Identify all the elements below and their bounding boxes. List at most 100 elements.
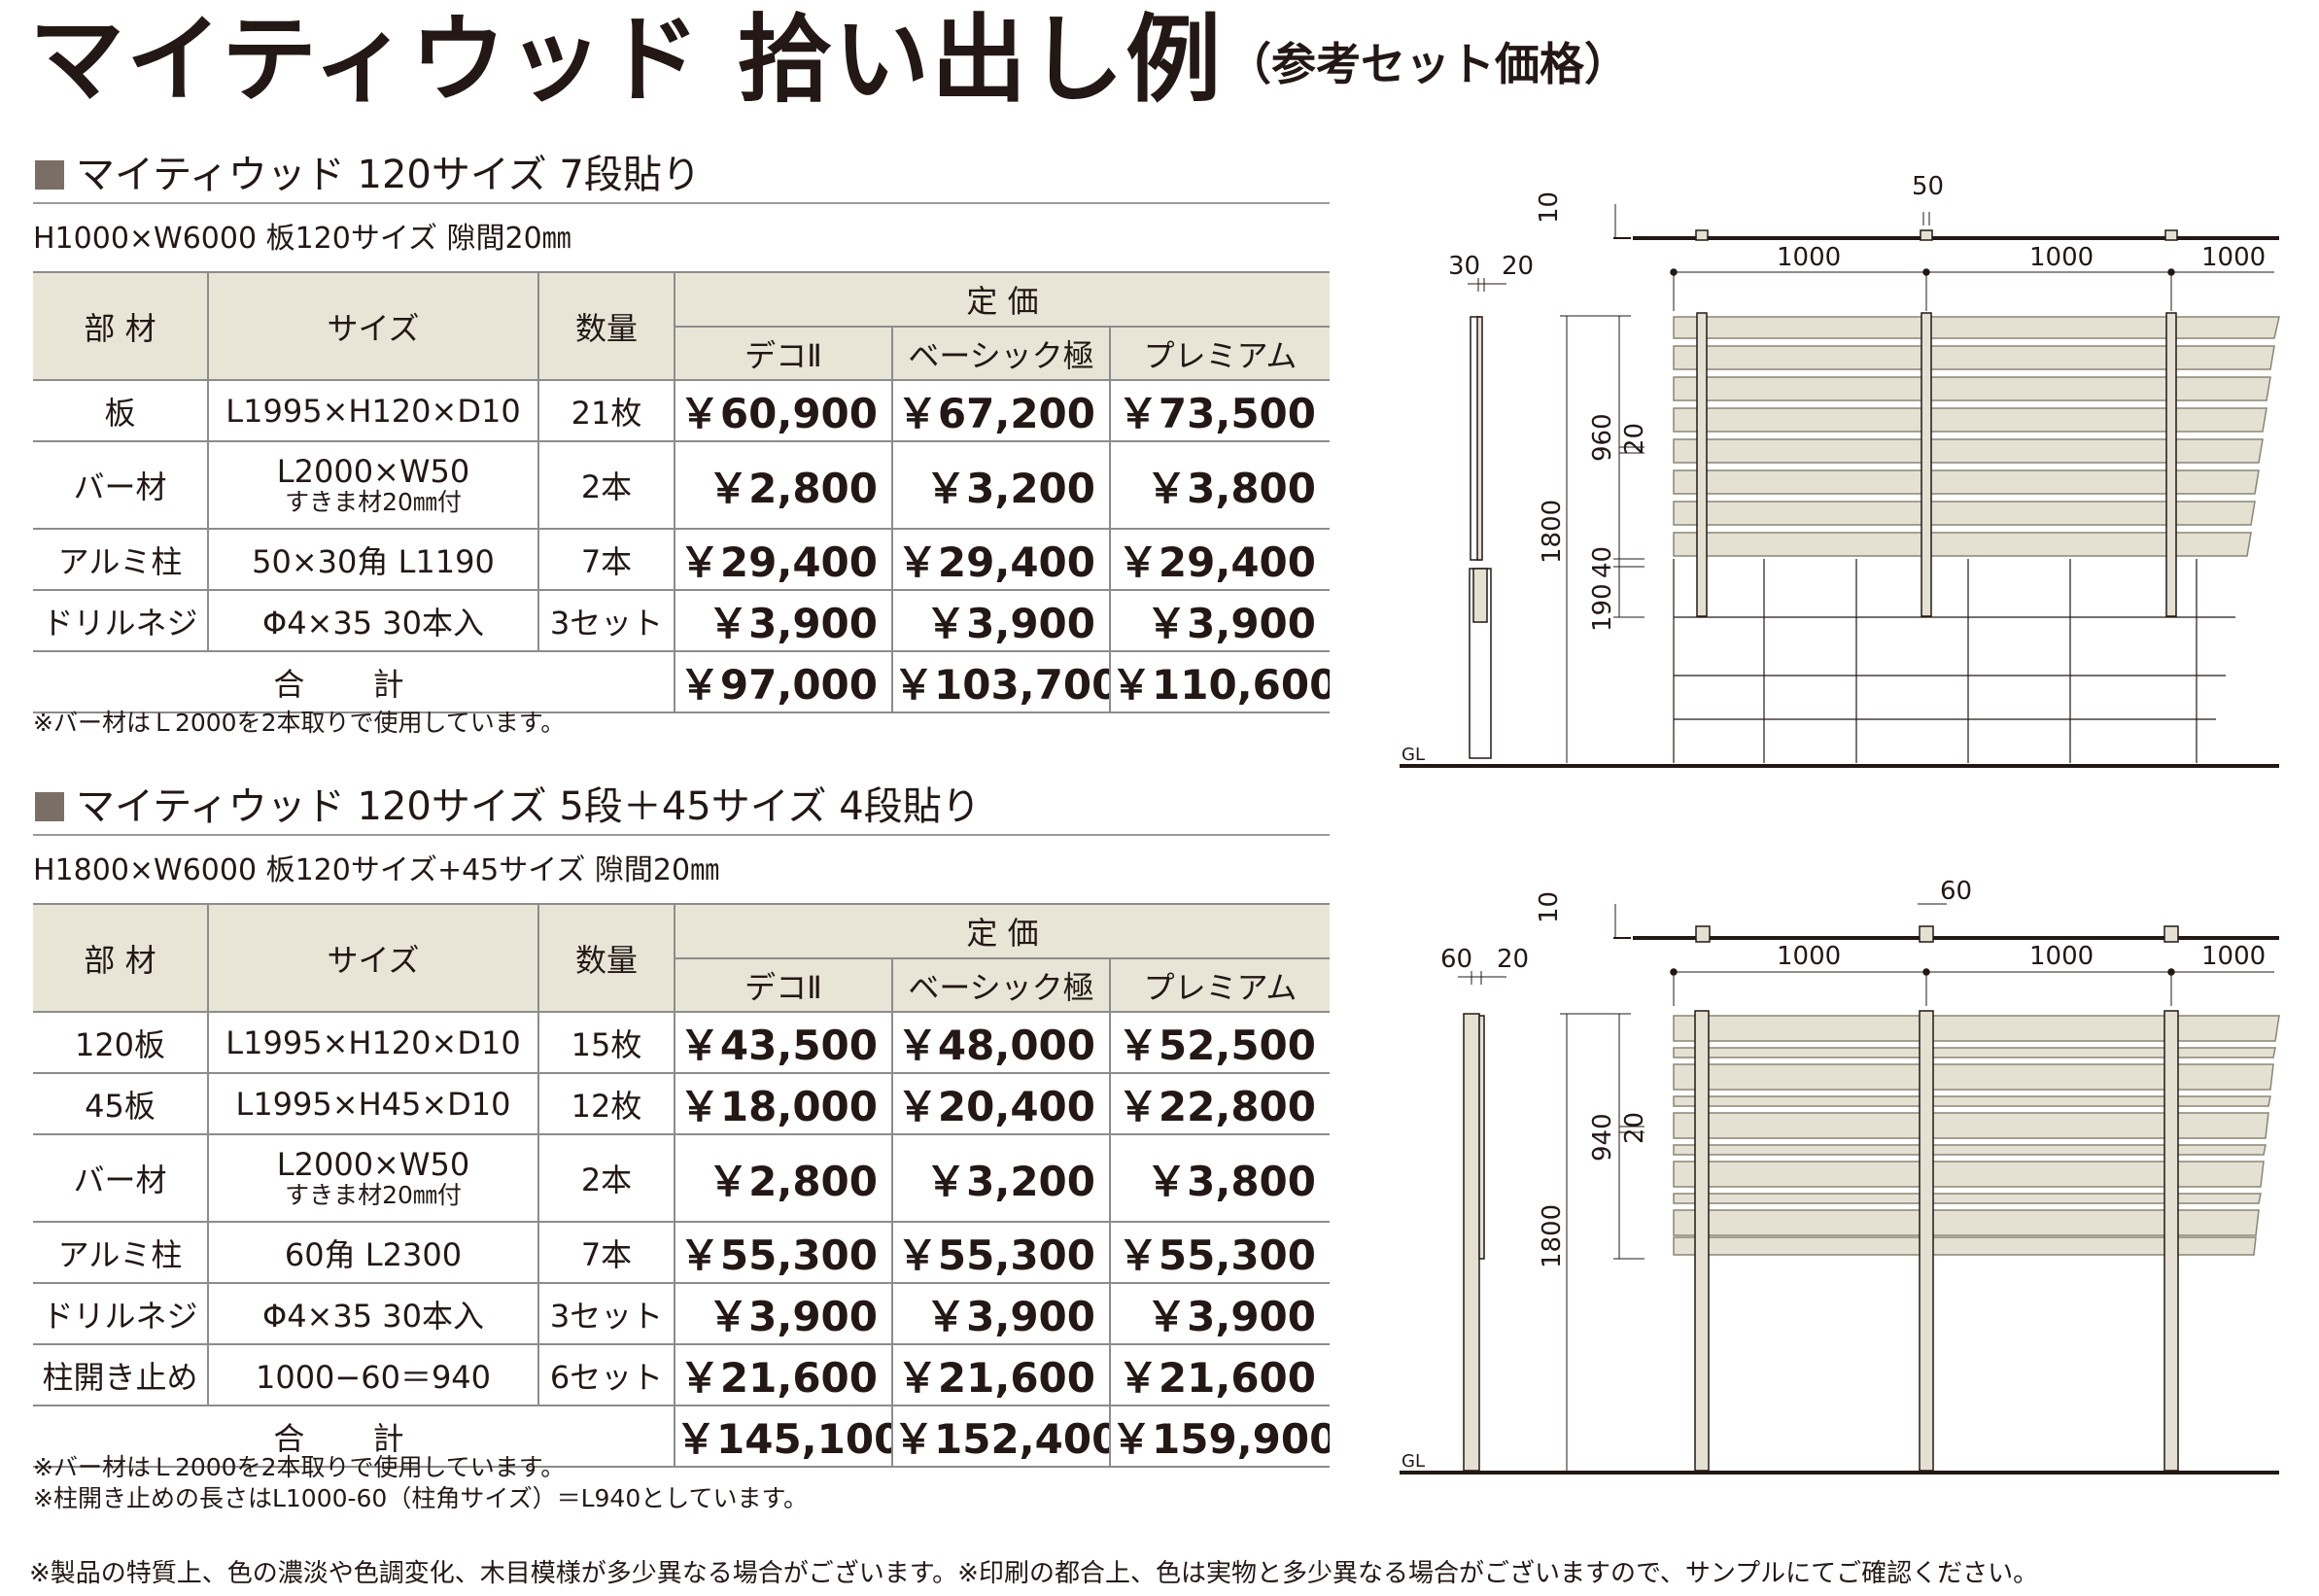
dim-190: 190 bbox=[1588, 583, 1617, 632]
dim-top-thick: 10 bbox=[1535, 891, 1564, 923]
cell-price-deco: ￥3,900 bbox=[675, 590, 893, 652]
table-row: ドリルネジ Φ4×35 30本入 3セット ￥3,900 ￥3,900 ￥3,9… bbox=[33, 590, 1330, 652]
dim-span-1: 1000 bbox=[1777, 243, 1841, 272]
cell-size: L1995×H120×D10 bbox=[208, 1012, 539, 1074]
header-grade-basic: ベーシック極 bbox=[892, 327, 1111, 381]
cell-size: Φ4×35 30本入 bbox=[208, 590, 539, 652]
cell-price-deco: ￥2,800 bbox=[675, 1134, 893, 1223]
dim-post-width: 60 bbox=[1940, 877, 1972, 906]
cell-price-basic: ￥3,900 bbox=[892, 1283, 1111, 1345]
post-plan-icon bbox=[1919, 925, 1934, 943]
cell-price-deco: ￥43,500 bbox=[675, 1012, 893, 1074]
price-table-1: 部 材 サイズ 数量 定 価 デコⅡ ベーシック極 プレミアム 板 L1995×… bbox=[33, 271, 1330, 713]
cell-qty: 7本 bbox=[538, 529, 675, 591]
cell-price-premium: ￥3,900 bbox=[1110, 1283, 1330, 1345]
table-row: 120板 L1995×H120×D10 15枚 ￥43,500 ￥48,000 … bbox=[33, 1012, 1330, 1074]
footnote: ※柱開き止めの長さはL1000-60（柱角サイズ）＝L940としています。 bbox=[33, 1484, 808, 1512]
section-spec: H1000×W6000 板120サイズ 隙間20㎜ bbox=[33, 222, 571, 256]
fence-boards bbox=[1673, 316, 2280, 557]
total-label: 合 計 bbox=[33, 651, 675, 713]
cell-size: Φ4×35 30本入 bbox=[208, 1283, 539, 1345]
dim-gap: 20 bbox=[1620, 423, 1649, 455]
cell-part: 板 bbox=[33, 380, 209, 442]
cell-size: L1995×H120×D10 bbox=[208, 380, 539, 442]
header-grade-deco: デコⅡ bbox=[675, 958, 893, 1013]
cell-price-deco: ￥3,900 bbox=[675, 1283, 893, 1345]
cell-size: L2000×W50 すきま材20㎜付 bbox=[208, 1134, 539, 1223]
table-row: 柱開き止め 1000−60＝940 6セット ￥21,600 ￥21,600 ￥… bbox=[33, 1344, 1330, 1406]
cell-part: 柱開き止め bbox=[33, 1344, 209, 1406]
footnote: ※バー材はＬ2000を2本取りで使用しています。 bbox=[33, 709, 566, 737]
cell-price-deco: ￥55,300 bbox=[675, 1222, 893, 1284]
cell-qty: 12枚 bbox=[538, 1073, 675, 1135]
dim-total-height: 1800 bbox=[1538, 500, 1567, 564]
dim-side-w1: 30 bbox=[1448, 252, 1480, 281]
dim-post-width: 50 bbox=[1912, 172, 1944, 201]
cell-qty: 7本 bbox=[538, 1222, 675, 1284]
cell-price-premium: ￥3,800 bbox=[1110, 441, 1330, 530]
footnote: ※バー材はＬ2000を2本取りで使用しています。 bbox=[33, 1453, 566, 1481]
cell-price-premium: ￥3,800 bbox=[1110, 1134, 1330, 1223]
table-row: ドリルネジ Φ4×35 30本入 3セット ￥3,900 ￥3,900 ￥3,9… bbox=[33, 1283, 1330, 1345]
section-rule bbox=[33, 834, 1330, 836]
section-rule bbox=[33, 202, 1330, 204]
table-total-row: 合 計 ￥97,000 ￥103,700 ￥110,600 bbox=[33, 651, 1330, 713]
cell-qty: 3セット bbox=[538, 590, 675, 652]
header-grade-premium: プレミアム bbox=[1110, 958, 1330, 1013]
cell-price-premium: ￥21,600 bbox=[1110, 1344, 1330, 1406]
cell-qty: 2本 bbox=[538, 1134, 675, 1223]
total-price-deco: ￥97,000 bbox=[675, 651, 893, 713]
cell-price-premium: ￥29,400 bbox=[1110, 529, 1330, 591]
dim-panel-height: 960 bbox=[1588, 413, 1617, 462]
size-sub: すきま材20㎜付 bbox=[285, 487, 462, 516]
header-grade-premium: プレミアム bbox=[1110, 327, 1330, 381]
cell-part: アルミ柱 bbox=[33, 529, 209, 591]
header-part: 部 材 bbox=[33, 271, 209, 381]
table-row: アルミ柱 60角 L2300 7本 ￥55,300 ￥55,300 ￥55,30… bbox=[33, 1222, 1330, 1284]
fence-diagram-2: 10 60 60 20 1000 1000 1000 1800 940 20 G… bbox=[1400, 877, 2280, 1475]
cell-price-premium: ￥52,500 bbox=[1110, 1012, 1330, 1074]
post-plan-icon bbox=[1695, 925, 1711, 943]
dim-span-2: 1000 bbox=[2029, 243, 2094, 272]
total-price-basic: ￥152,400 bbox=[892, 1405, 1111, 1468]
cell-price-premium: ￥55,300 bbox=[1110, 1222, 1330, 1284]
fence-boards bbox=[1673, 1015, 2280, 1256]
dim-side-w2: 20 bbox=[1502, 252, 1534, 281]
total-price-basic: ￥103,700 bbox=[892, 651, 1111, 713]
side-post-icon bbox=[1463, 1013, 1480, 1472]
dim-span-3: 1000 bbox=[2201, 243, 2266, 272]
section-heading-1: マイティウッド 120サイズ 7段貼り bbox=[35, 156, 701, 194]
table-row: 板 L1995×H120×D10 21枚 ￥60,900 ￥67,200 ￥73… bbox=[33, 380, 1330, 442]
dim-40: 40 bbox=[1588, 546, 1617, 578]
total-price-premium: ￥159,900 bbox=[1110, 1405, 1330, 1468]
dim-total-height: 1800 bbox=[1538, 1204, 1567, 1268]
cell-price-basic: ￥3,200 bbox=[892, 1134, 1111, 1223]
post-plan-icon bbox=[1920, 229, 1933, 241]
table-row: バー材 L2000×W50 すきま材20㎜付 2本 ￥2,800 ￥3,200 ￥… bbox=[33, 441, 1330, 530]
cell-price-deco: ￥60,900 bbox=[675, 380, 893, 442]
header-grade-deco: デコⅡ bbox=[675, 327, 893, 381]
cell-size: 1000−60＝940 bbox=[208, 1344, 539, 1406]
header-size: サイズ bbox=[208, 271, 539, 381]
cell-price-deco: ￥21,600 bbox=[675, 1344, 893, 1406]
section-spec: H1800×W6000 板120サイズ+45サイズ 隙間20㎜ bbox=[33, 853, 720, 887]
cell-size: 60角 L2300 bbox=[208, 1222, 539, 1284]
cell-part: 45板 bbox=[33, 1073, 209, 1135]
cell-part: ドリルネジ bbox=[33, 590, 209, 652]
cell-size: 50×30角 L1190 bbox=[208, 529, 539, 591]
header-grade-basic: ベーシック極 bbox=[892, 958, 1111, 1013]
section-heading-text: マイティウッド 120サイズ 5段＋45サイズ 4段貼り bbox=[76, 784, 981, 829]
cell-part: アルミ柱 bbox=[33, 1222, 209, 1284]
table-row: アルミ柱 50×30角 L1190 7本 ￥29,400 ￥29,400 ￥29… bbox=[33, 529, 1330, 591]
cell-price-basic: ￥55,300 bbox=[892, 1222, 1111, 1284]
dim-span-1: 1000 bbox=[1777, 942, 1841, 971]
table-row: 45板 L1995×H45×D10 12枚 ￥18,000 ￥20,400 ￥2… bbox=[33, 1073, 1330, 1135]
cell-qty: 15枚 bbox=[538, 1012, 675, 1074]
size-main: L2000×W50 bbox=[276, 1145, 470, 1183]
table-row: バー材 L2000×W50 すきま材20㎜付 2本 ￥2,800 ￥3,200 ￥… bbox=[33, 1134, 1330, 1223]
cell-price-basic: ￥48,000 bbox=[892, 1012, 1111, 1074]
header-size: サイズ bbox=[208, 903, 539, 1013]
cell-qty: 21枚 bbox=[538, 380, 675, 442]
page-footer-note: ※製品の特質上、色の濃淡や色調変化、木目模様が多少異なる場合がございます。※印刷… bbox=[29, 1559, 2039, 1588]
dim-side-w1: 60 bbox=[1440, 945, 1472, 974]
